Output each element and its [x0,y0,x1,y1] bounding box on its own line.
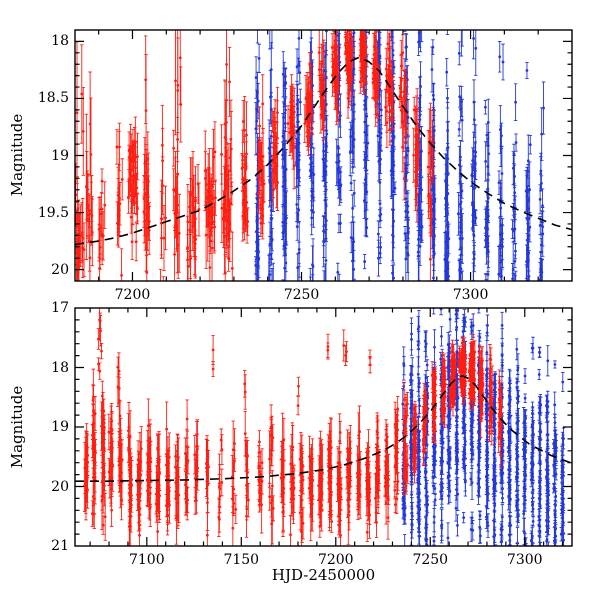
y-tick-label: 21 [51,538,69,554]
x-tick-label: 7100 [128,552,165,568]
y-tick-label: 20 [51,478,69,495]
x-tick-label: 7250 [283,287,320,303]
y-tick-label: 19.5 [37,204,69,221]
x-tick-label: 7200 [317,552,354,568]
y-tick-label: 18 [51,33,69,50]
y-tick-label: 18 [51,359,69,376]
x-tick-label: 7250 [412,552,449,568]
x-tick-label: 7300 [506,552,543,568]
y-tick-label: 19 [51,419,69,435]
x-tick-label: 7200 [114,287,151,303]
x-tick-label: 7300 [452,287,489,303]
y-tick-label: 18.5 [37,90,69,107]
x-tick-label: 7150 [223,552,260,568]
x-axis-label: HJD-2450000 [271,566,376,584]
y-tick-label: 19 [51,147,69,164]
y-tick-label: 17 [51,300,69,316]
y-tick-label: 20 [51,261,69,278]
